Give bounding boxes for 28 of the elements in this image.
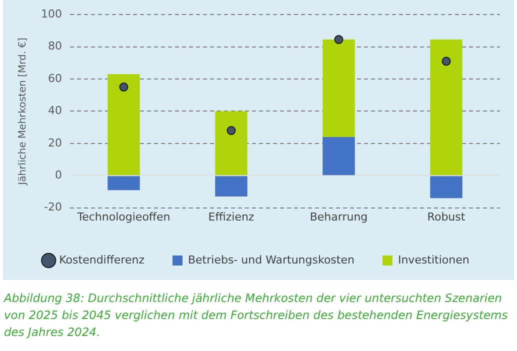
y-tick-label: 20	[48, 136, 62, 150]
y-tick-label: 40	[48, 104, 62, 118]
point	[334, 35, 344, 44]
y-tick-label: 100	[40, 7, 62, 20]
legend-label: Investitionen	[398, 253, 470, 266]
x-tick-label: Beharrung	[310, 210, 368, 224]
y-tick-label: -20	[44, 200, 62, 214]
x-tick-label: Effizienz	[208, 210, 254, 224]
bar	[108, 176, 140, 190]
bar	[430, 176, 462, 198]
y-axis-title: Jährliche Mehrkosten [Mrd. €]	[18, 37, 29, 186]
y-tick-label: 80	[48, 40, 62, 53]
point	[226, 126, 236, 136]
bar	[322, 136, 355, 176]
point	[442, 56, 451, 66]
bar	[108, 74, 140, 176]
legend-label: Kostendifferenz	[59, 253, 145, 266]
bar	[322, 40, 355, 137]
bar	[215, 176, 248, 197]
point	[119, 82, 128, 92]
x-tick-label: Robust	[427, 210, 466, 224]
bar	[430, 40, 462, 176]
y-tick-label: 0	[54, 168, 62, 182]
x-tick-label: Technologieoffen	[76, 210, 170, 224]
legend-label: Betriebs- und Wartungskosten	[188, 253, 354, 266]
y-tick-label: 60	[48, 72, 62, 85]
bar	[215, 111, 248, 176]
text: Abbildung 38: Durchschnittliche jährliche Mehrkosten der vier untersuchten Szenarien von 2025 bis 2045 verglichen mit dem Fortschreiben des bestehenden Energiesystems des Jahres 2024.	[2, 290, 509, 341]
